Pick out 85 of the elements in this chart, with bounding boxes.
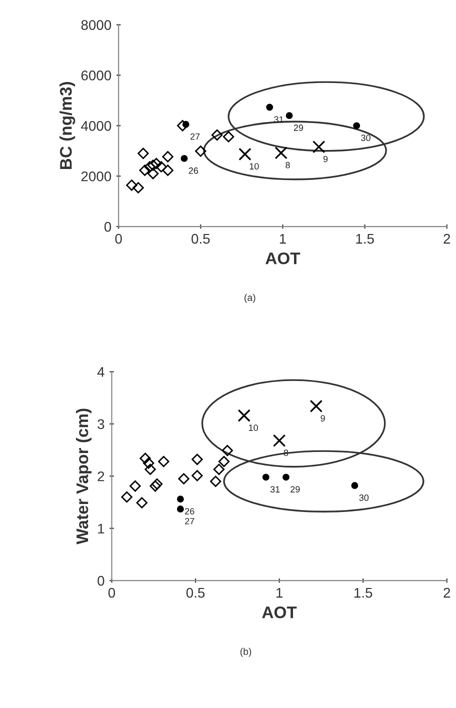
annotation: 8 xyxy=(286,162,290,168)
y-tick-label: 4000 xyxy=(81,121,112,131)
point xyxy=(147,168,159,180)
point xyxy=(213,464,225,475)
annotation: 31 xyxy=(274,116,284,123)
x-tick-label: 2 xyxy=(444,234,450,244)
annotation: 9 xyxy=(323,156,328,162)
y-tick-label: 0 xyxy=(98,576,104,586)
annotation: 30 xyxy=(359,494,369,501)
x-tick-label: 1.5 xyxy=(356,234,374,244)
point xyxy=(262,474,270,481)
point xyxy=(274,146,288,160)
annotation: 10 xyxy=(250,163,259,170)
y-tick-label: 2 xyxy=(98,471,104,482)
x-axis-title: AOT xyxy=(266,252,300,264)
annotation: 26 xyxy=(188,167,198,174)
point xyxy=(310,400,323,413)
point xyxy=(138,148,149,160)
annotation: 29 xyxy=(294,124,304,131)
y-tick-label: 2000 xyxy=(81,171,112,182)
x-tick-label: 0.5 xyxy=(186,588,205,598)
point xyxy=(195,146,206,157)
point xyxy=(176,120,188,132)
point xyxy=(176,496,184,503)
annotation: 30 xyxy=(361,134,370,142)
point xyxy=(147,160,159,171)
y-tick-label: 0 xyxy=(104,222,112,232)
point xyxy=(150,158,162,170)
point xyxy=(130,480,141,492)
x-tick-label: 2 xyxy=(444,588,450,598)
point xyxy=(132,182,144,194)
y-tick-label: 8000 xyxy=(81,20,112,30)
y-tick-label: 4 xyxy=(97,367,104,377)
text: (a) xyxy=(244,294,256,303)
y-axis-title: Water Vapor (cm) xyxy=(76,408,92,544)
point xyxy=(282,474,290,481)
point xyxy=(272,434,286,448)
point xyxy=(158,456,170,468)
point xyxy=(351,482,358,489)
point xyxy=(121,491,132,503)
point xyxy=(136,497,148,508)
point xyxy=(156,161,167,172)
text: (b) xyxy=(240,648,252,657)
point xyxy=(192,470,203,482)
point xyxy=(222,131,234,142)
annotation: 26 xyxy=(185,508,194,514)
point xyxy=(238,409,250,422)
point xyxy=(312,140,326,154)
annotation: 9 xyxy=(320,415,325,422)
annotation: 31 xyxy=(270,486,280,493)
point xyxy=(180,154,188,162)
y-tick-label: 1 xyxy=(98,524,104,534)
x-tick-label: 1 xyxy=(280,234,286,244)
y-axis-title: BC (ng/m3) xyxy=(60,82,76,169)
point xyxy=(192,454,203,466)
point xyxy=(144,464,156,475)
y-tick-label: 6000 xyxy=(81,70,112,80)
point xyxy=(139,164,150,176)
annotation: 27 xyxy=(190,133,200,140)
annotation: 10 xyxy=(248,424,258,431)
point xyxy=(353,122,360,130)
point xyxy=(266,104,274,111)
point xyxy=(182,120,190,128)
point xyxy=(211,129,223,141)
point xyxy=(162,164,174,176)
point xyxy=(162,151,174,162)
annotation: 8 xyxy=(284,450,288,456)
point xyxy=(218,456,230,468)
point xyxy=(178,473,190,484)
point xyxy=(142,457,154,469)
x-axis-title: AOT xyxy=(262,606,297,618)
y-tick-label: 3 xyxy=(98,419,104,430)
x-tick-label: 1 xyxy=(276,588,282,598)
point xyxy=(126,180,138,191)
point xyxy=(286,112,293,120)
annotation: 29 xyxy=(290,486,300,493)
x-tick-label: 1.5 xyxy=(354,588,372,598)
x-tick-label: 0 xyxy=(115,234,122,244)
point xyxy=(176,506,184,512)
point xyxy=(210,476,222,487)
x-tick-label: 0.5 xyxy=(192,234,210,244)
annotation: 27 xyxy=(185,518,194,524)
point xyxy=(140,452,151,464)
point xyxy=(238,148,252,161)
point xyxy=(222,444,233,456)
